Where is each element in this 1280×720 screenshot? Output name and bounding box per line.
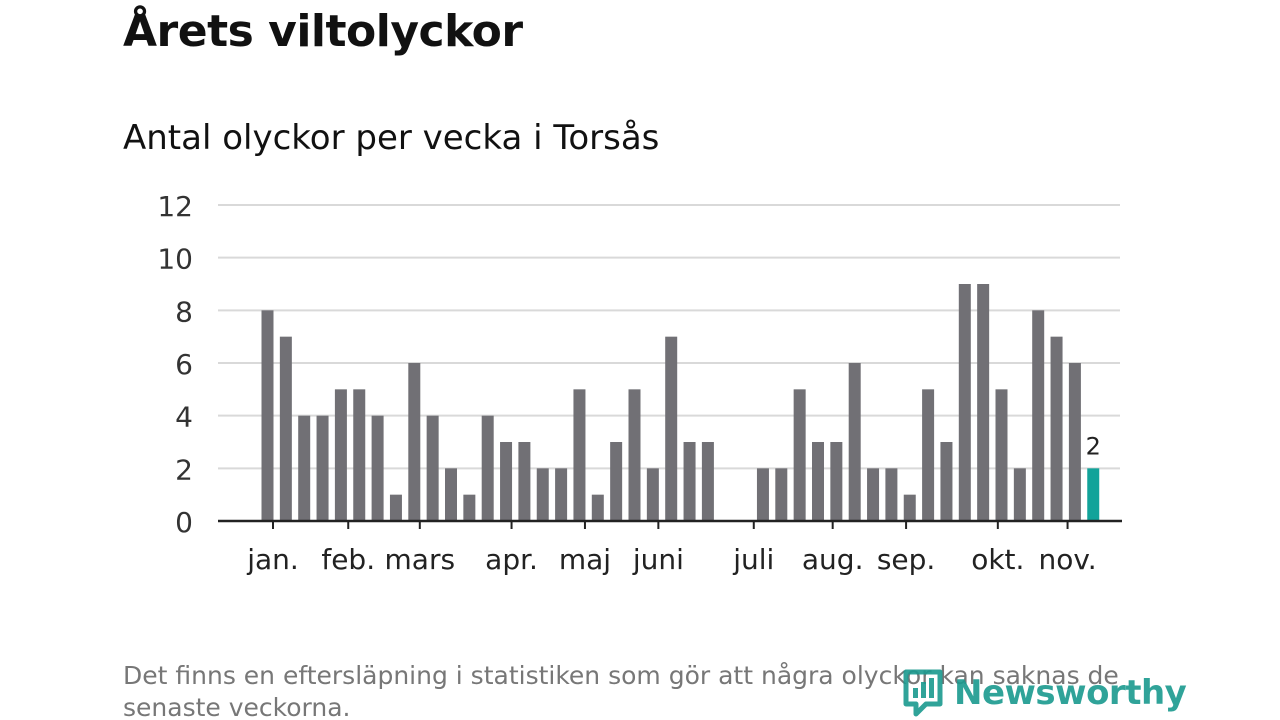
bars [261,284,1100,521]
x-tick-label: juli [732,543,774,576]
x-axis-ticks: jan. feb. mars apr. maj juni juli aug. sep. okt. n… [246,521,1097,576]
y-tick-label: 12 [157,190,193,223]
bar [867,468,880,521]
x-tick-label: mars [385,543,456,576]
newsworthy-logo-icon [903,669,943,717]
bar [573,389,586,521]
page-title: Årets viltolyckor [123,6,523,57]
bar [1050,336,1063,521]
x-tick-label: feb. [321,543,375,576]
bar [1068,363,1081,521]
bar [316,415,329,521]
data-label-latest: 2 [1086,432,1101,460]
bar [665,336,678,521]
brand-name: Newsworthy [954,673,1187,713]
bar [793,389,806,521]
data-labels: 2 [1086,432,1101,460]
bar [279,336,292,521]
bar [885,468,898,521]
bar [555,468,568,521]
bar [812,442,824,521]
bar [977,284,990,521]
bar [1032,310,1045,521]
bar [940,442,953,521]
bar [463,494,476,521]
brand-logo: Newsworthy [902,668,1187,718]
x-tick-label: maj [559,543,611,576]
bar-highlight [1087,468,1100,521]
bar [353,389,366,521]
bar [903,494,916,521]
bar-chart: 0 2 4 6 8 10 12 jan. feb. mars apr. maj juni juli aug… [157,190,1122,576]
x-tick-label: sep. [877,543,936,576]
x-tick-label: juni [632,543,684,576]
x-tick-label: okt. [971,543,1024,576]
bar [610,442,623,521]
y-axis-ticks: 0 2 4 6 8 10 12 [157,190,193,539]
bar [426,415,439,521]
bar [298,415,311,521]
y-tick-label: 4 [175,401,193,434]
y-tick-label: 0 [175,506,193,539]
y-tick-label: 8 [175,295,193,328]
x-tick-label: nov. [1038,543,1096,576]
bar [628,389,641,521]
bar [261,310,274,521]
bar [830,442,843,521]
x-tick-label: jan. [246,543,299,576]
bar [518,442,531,521]
y-tick-label: 6 [175,348,193,381]
x-tick-label: aug. [802,543,864,576]
bar [591,494,604,521]
bar [848,363,861,521]
x-tick-label: apr. [485,543,538,576]
bar [683,442,696,521]
footnote: Det finns en eftersläpning i statistiken… [123,661,1119,720]
bar [775,468,788,521]
bar [500,442,513,521]
y-tick-label: 10 [157,243,193,276]
bar [646,468,659,521]
bar [922,389,935,521]
bar [389,494,402,521]
bar [371,415,384,521]
y-tick-label: 2 [175,453,193,486]
bar [958,284,971,521]
bar [408,363,421,521]
bar [756,468,769,521]
chart-subtitle: Antal olyckor per vecka i Torsås [123,118,660,158]
bar [536,468,549,521]
bar [701,442,714,521]
bar [445,468,457,521]
bar [995,389,1008,521]
bar [481,415,494,521]
bar [334,389,347,521]
bar [1013,468,1026,521]
